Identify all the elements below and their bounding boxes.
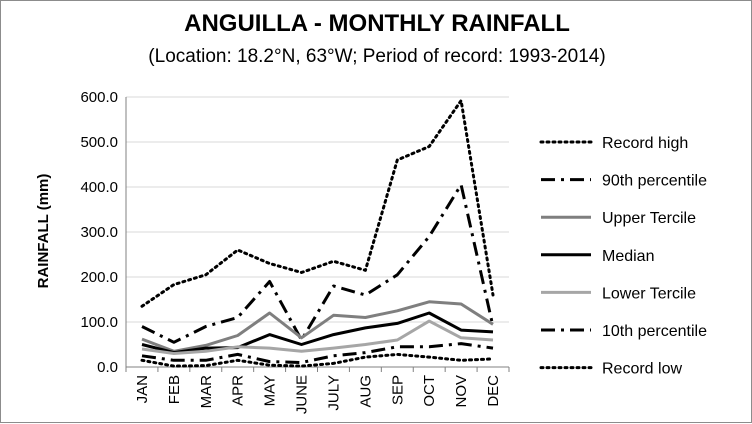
legend-label: Record low (602, 361, 682, 378)
x-tick-label: JULY (325, 375, 342, 411)
legend-label: Median (602, 248, 654, 265)
series-line (141, 311, 494, 355)
series-line (140, 352, 495, 368)
y-tick-label: 300.0 (80, 224, 118, 241)
legend-label: 10th percentile (602, 323, 707, 340)
y-axis-title: RAINFALL (mm) (35, 174, 52, 289)
series-line (141, 183, 495, 344)
x-tick-labels: JAN FEB MAR APR MAY JUNE JULY AUG SEP OCT NOV DEC (134, 375, 502, 414)
x-tick-label: MAY (262, 375, 279, 406)
series-line (141, 300, 494, 353)
x-tick-label: JUNE (294, 375, 311, 414)
y-tick-label: 600.0 (80, 89, 118, 106)
legend: Record high 90th percentile Upper Tercile M… (539, 135, 707, 378)
x-tick-label: APR (230, 375, 247, 406)
x-tick-label: OCT (421, 375, 438, 407)
x-tick-label: FEB (166, 375, 183, 404)
y-tick-label: 400.0 (80, 179, 118, 196)
legend-label: Upper Tercile (602, 210, 696, 227)
y-tick-label: 100.0 (80, 314, 118, 331)
legend-label: 90th percentile (602, 173, 707, 190)
legend-label: Lower Tercile (602, 285, 696, 302)
series-line (141, 342, 494, 364)
y-tick-label: 500.0 (80, 134, 118, 151)
series-lines (140, 99, 495, 368)
series-line (140, 99, 495, 308)
chart-title: ANGUILLA - MONTHLY RAINFALL (184, 10, 570, 37)
chart-subtitle: (Location: 18.2°N, 63°W; Period of recor… (148, 46, 605, 67)
x-tick-label: MAR (198, 375, 215, 409)
x-tick-label: JAN (134, 375, 151, 403)
series-line (141, 319, 494, 355)
y-tick-label: 0.0 (97, 359, 118, 376)
legend-label: Record high (602, 135, 688, 152)
x-tick-label: DEC (485, 375, 502, 407)
x-tick-label: AUG (357, 375, 374, 408)
y-tick-labels: 0.0 100.0 200.0 300.0 400.0 500.0 600.0 (80, 89, 118, 376)
y-tick-label: 200.0 (80, 269, 118, 286)
x-tick-label: SEP (389, 375, 406, 405)
axes (125, 97, 510, 372)
gridlines (126, 96, 509, 323)
x-tick-label: NOV (453, 375, 470, 408)
